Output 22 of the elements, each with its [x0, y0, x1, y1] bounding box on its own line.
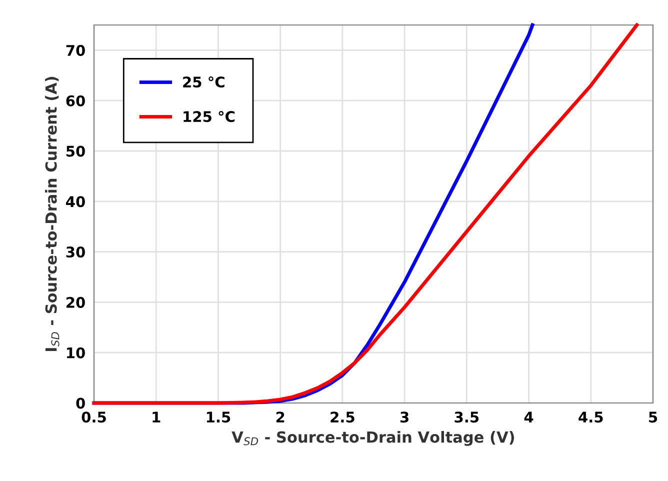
y-axis-title: I$_{SD}$ - Source-to-Drain Current (A): [45, 76, 60, 352]
y-tick-label: 50: [66, 146, 85, 157]
x-tick-label: 1: [152, 412, 160, 422]
x-tick-label: 2: [276, 412, 284, 422]
legend-label: 125 °C: [184, 110, 235, 122]
y-tick-label: 0: [76, 398, 85, 409]
x-tick-label: 3.5: [454, 412, 479, 423]
x-axis-title: V$_{SD}$ - Source-to-Drain Voltage (V): [232, 431, 514, 446]
x-tick-label: 5: [649, 412, 658, 423]
legend-label: 25 °C: [183, 76, 224, 88]
y-tick-label: 60: [66, 95, 85, 106]
x-tick-label: 4.5: [578, 412, 603, 423]
x-tick-label: 3: [400, 412, 408, 423]
y-tick-label: 70: [66, 44, 85, 56]
y-tick-label: 20: [66, 296, 85, 308]
x-tick-label: 1.5: [206, 412, 230, 423]
y-tick-label: 40: [66, 196, 85, 208]
y-tick-label: 10: [67, 347, 85, 358]
y-tick-label: 30: [66, 246, 85, 258]
x-tick-label: 4: [524, 412, 534, 422]
x-tick-label: 0.5: [82, 412, 106, 423]
x-tick-label: 2.5: [330, 412, 354, 423]
